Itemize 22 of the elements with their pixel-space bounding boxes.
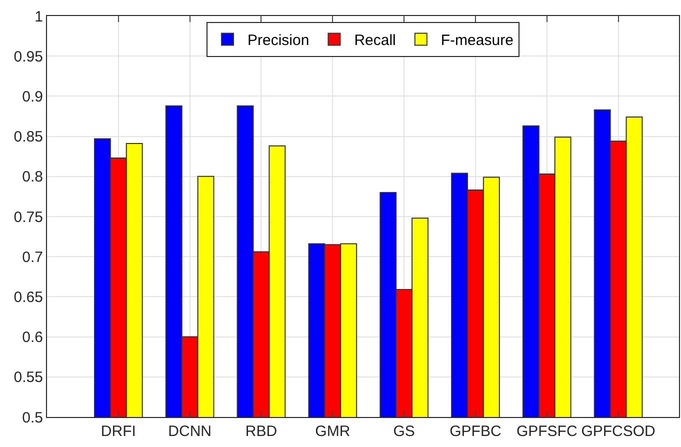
x-tick-label: DCNN [168,423,212,440]
y-tick-label: 0.55 [14,369,43,386]
x-tick-label: GS [393,423,415,440]
x-tick-label: GPFSFC [516,423,578,440]
legend-label: F-measure [440,32,514,50]
x-tick-label: DRFI [100,423,136,440]
x-tick-label: GMR [315,423,350,440]
x-tick-label: GPFBC [450,423,502,440]
y-tick-label: 0.95 [14,48,43,66]
x-tick-label: GPFCSOD [581,423,656,440]
legend-label: Precision [248,32,310,50]
legend-label: Recall [354,32,396,50]
x-tick-label: RBD [245,423,278,440]
y-tick-label: 0.65 [14,288,43,306]
y-tick-label: 0.75 [14,208,43,226]
y-tick-label: 0.85 [14,128,43,146]
y-tick-label: 0.8 [22,168,43,186]
y-tick-label: 0.9 [22,88,43,106]
y-tick-label: 0.7 [22,248,43,266]
y-tick-label: 1 [34,8,43,26]
y-tick-label: 0.6 [22,329,43,346]
y-tick-label: 0.5 [22,409,43,426]
